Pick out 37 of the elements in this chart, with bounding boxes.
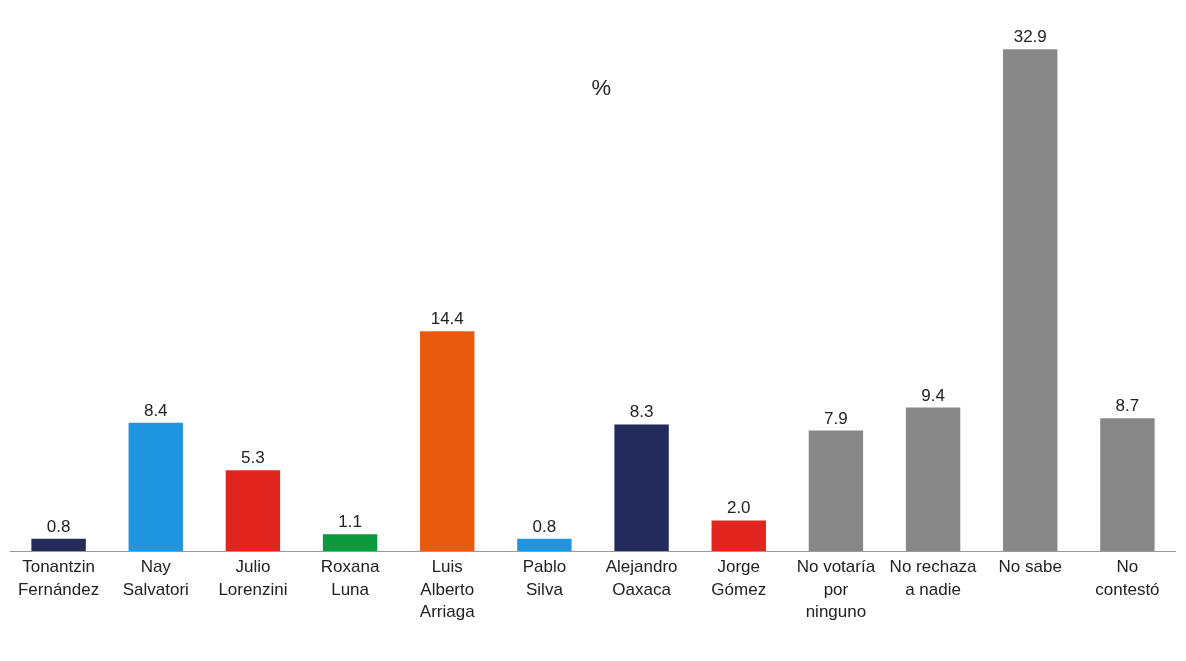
data-label: 1.1 — [338, 512, 362, 532]
data-label: 0.8 — [46, 516, 71, 536]
bar — [808, 430, 864, 551]
data-label: 8.4 — [143, 400, 168, 420]
bar — [905, 407, 961, 551]
data-label: 0.8 — [532, 516, 557, 536]
x-tick-label: No sabe — [998, 557, 1062, 577]
x-tick-label: No votaría por ninguno — [796, 557, 876, 621]
data-label: 32.9 — [1013, 27, 1047, 47]
data-label: 5.3 — [241, 448, 265, 468]
x-tick-label: Pablo Silva — [522, 557, 567, 599]
bar — [420, 331, 475, 551]
x-tick-label: Roxana Luna — [320, 557, 380, 599]
x-tick-label: No contestó — [1095, 557, 1160, 599]
x-tick-label: No rechaza a nadie — [889, 557, 978, 599]
text: % — [591, 74, 612, 100]
bar — [1003, 49, 1058, 551]
bar — [1100, 418, 1155, 551]
x-tick-label: Nay Salvatori — [122, 557, 189, 599]
x-tick-label: Alejandro Oaxaca — [605, 557, 678, 599]
data-label: 14.4 — [430, 309, 464, 329]
x-tick-label: Jorge Gómez — [711, 557, 767, 599]
bar — [614, 424, 669, 551]
bar — [128, 422, 183, 551]
bar — [517, 538, 572, 551]
x-tick-label: Julio Lorenzini — [218, 557, 288, 599]
data-label: 8.3 — [629, 402, 654, 422]
bar — [225, 470, 281, 551]
x-tick-label: Tonantzin Fernández — [17, 557, 100, 599]
bar — [711, 520, 766, 551]
bar — [322, 534, 378, 551]
data-label: 8.7 — [1115, 396, 1140, 416]
data-label: 2.0 — [726, 498, 751, 518]
data-label: 7.9 — [824, 408, 848, 428]
data-label: 9.4 — [921, 385, 945, 405]
x-tick-label: Luis Alberto Arriaga — [419, 557, 476, 621]
bar — [31, 538, 86, 551]
